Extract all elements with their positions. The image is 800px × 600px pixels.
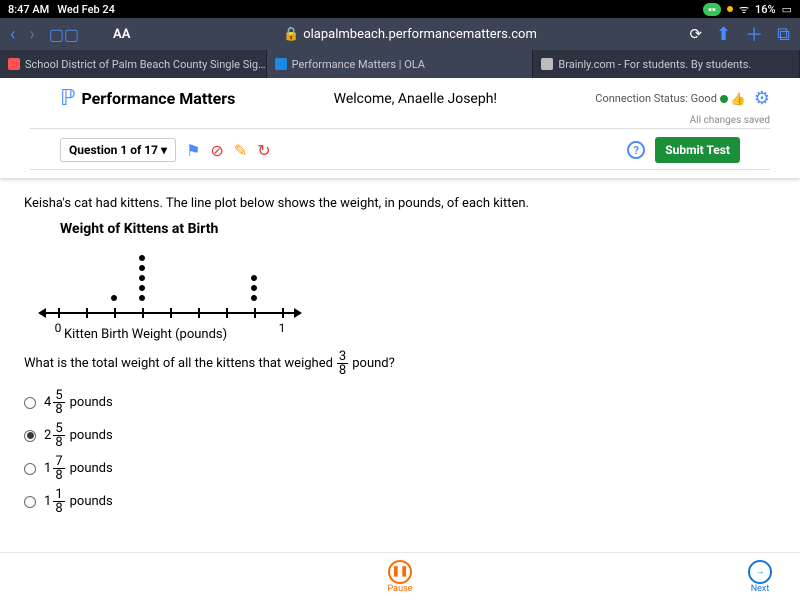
problem-intro: Keisha's cat had kittens. The line plot … [24, 196, 776, 211]
axis-tick [86, 308, 88, 318]
answer-value: 1 18 pounds [44, 488, 113, 515]
browser-tab[interactable]: Brainly.com - For students. By students. [533, 50, 800, 78]
thumb-up-icon: 👍 [731, 92, 746, 106]
axis-tick [282, 308, 284, 318]
plot-dot [139, 285, 145, 291]
answer-choice[interactable]: 4 58 pounds [24, 389, 776, 416]
footer-nav: ❚❚ Pause → Next [0, 552, 800, 600]
next-button[interactable]: → Next [748, 560, 772, 594]
answer-value: 4 58 pounds [44, 389, 113, 416]
chevron-down-icon: ▾ [161, 143, 167, 157]
lock-icon: 🔒 [283, 27, 299, 42]
pause-icon: ❚❚ [392, 566, 409, 577]
tab-title: School District of Palm Beach County Sin… [25, 58, 265, 71]
radio-button[interactable] [24, 397, 36, 409]
plot-dot [251, 295, 257, 301]
tick-label: 1 [279, 321, 286, 335]
status-time: 8:47 AM [8, 3, 49, 16]
font-size-button[interactable]: AA [113, 27, 130, 42]
radio-button[interactable] [24, 463, 36, 475]
line-plot-dots [40, 243, 300, 303]
question-content: Keisha's cat had kittens. The line plot … [0, 170, 800, 555]
prohibit-icon[interactable]: ⊘ [210, 141, 223, 160]
screen-record-icon: ▪▪ [703, 3, 721, 16]
tab-favicon [8, 58, 20, 70]
plot-dot [139, 265, 145, 271]
answer-value: 1 78 pounds [44, 455, 113, 482]
question-text: What is the total weight of all the kitt… [24, 350, 776, 377]
axis-tick [198, 308, 200, 318]
brand-logo: ℙ [60, 86, 75, 111]
browser-tabs: School District of Palm Beach County Sin… [0, 50, 800, 78]
bookmarks-icon[interactable]: ▢▢ [49, 25, 79, 44]
refresh-icon[interactable]: ↻ [257, 141, 270, 160]
divider [30, 128, 770, 129]
tick-label: 0 [55, 321, 62, 335]
submit-test-button[interactable]: Submit Test [655, 137, 740, 163]
answer-choice[interactable]: 1 78 pounds [24, 455, 776, 482]
back-button[interactable]: ‹ [10, 24, 15, 45]
axis-tick [170, 308, 172, 318]
mic-active-icon [727, 6, 733, 12]
tab-favicon [541, 58, 553, 70]
question-selector[interactable]: Question 1 of 17 ▾ [60, 138, 176, 162]
answer-choice[interactable]: 2 58 pounds [24, 422, 776, 449]
answer-value: 2 58 pounds [44, 422, 113, 449]
x-axis-label: Kitten Birth Weight (pounds) [64, 327, 776, 342]
settings-icon[interactable]: ⚙ [754, 88, 770, 109]
plot-dot [251, 285, 257, 291]
battery-pct: 16% [755, 3, 776, 16]
plot-dot [139, 255, 145, 261]
app-header: ℙ Performance Matters Welcome, Anaelle J… [0, 78, 800, 115]
test-toolbar: Question 1 of 17 ▾ ⚑ ⊘ ✎ ↻ ? Submit Test [30, 131, 770, 170]
tab-title: Brainly.com - For students. By students. [558, 58, 751, 71]
status-date: Wed Feb 24 [57, 3, 115, 16]
forward-button: › [29, 24, 34, 45]
welcome-text: Welcome, Anaelle Joseph! [235, 91, 595, 107]
question-fraction: 3 8 [337, 350, 348, 377]
plot-dot [139, 295, 145, 301]
connection-status: Connection Status: Good 👍 [595, 92, 746, 106]
plot-dot [139, 275, 145, 281]
new-tab-icon[interactable]: ＋ [745, 21, 763, 47]
tab-title: Performance Matters | OLA [292, 58, 425, 71]
browser-tab[interactable]: Performance Matters | OLA [267, 50, 534, 78]
flag-icon[interactable]: ⚑ [186, 141, 200, 160]
number-line: 01 [40, 303, 300, 323]
pause-button[interactable]: ❚❚ Pause [388, 560, 413, 594]
pencil-icon[interactable]: ✎ [234, 141, 247, 160]
radio-button[interactable] [24, 496, 36, 508]
arrow-right-icon: → [756, 566, 765, 577]
axis-tick [114, 308, 116, 318]
url-bar[interactable]: 🔒 olapalmbeach.performancematters.com [144, 27, 675, 42]
radio-button[interactable] [24, 430, 36, 442]
help-icon[interactable]: ? [627, 141, 645, 159]
brand-name: Performance Matters [81, 89, 235, 108]
url-text: olapalmbeach.performancematters.com [303, 27, 537, 42]
axis-tick [58, 308, 60, 318]
axis-tick [254, 308, 256, 318]
battery-icon: ▭ [782, 3, 792, 16]
tab-favicon [275, 58, 287, 70]
answer-choice[interactable]: 1 18 pounds [24, 488, 776, 515]
wifi-icon: ᯤ [739, 2, 749, 17]
tabs-icon[interactable]: ⧉ [777, 24, 790, 45]
chart-title: Weight of Kittens at Birth [60, 221, 776, 237]
axis-tick [226, 308, 228, 318]
plot-dot [111, 295, 117, 301]
answer-choices: 4 58 pounds 2 58 pounds 1 78 pounds 1 18… [24, 389, 776, 515]
axis-tick [142, 308, 144, 318]
save-status: All changes saved [0, 115, 800, 128]
status-dot-icon [720, 95, 728, 103]
plot-dot [251, 275, 257, 281]
reload-icon[interactable]: ⟳ [689, 25, 702, 43]
safari-toolbar: ‹ › ▢▢ AA 🔒 olapalmbeach.performancematt… [0, 18, 800, 50]
share-icon[interactable]: ⬆ [716, 24, 731, 45]
ipad-status-bar: 8:47 AM Wed Feb 24 ▪▪ ᯤ 16% ▭ [0, 0, 800, 18]
browser-tab[interactable]: School District of Palm Beach County Sin… [0, 50, 267, 78]
